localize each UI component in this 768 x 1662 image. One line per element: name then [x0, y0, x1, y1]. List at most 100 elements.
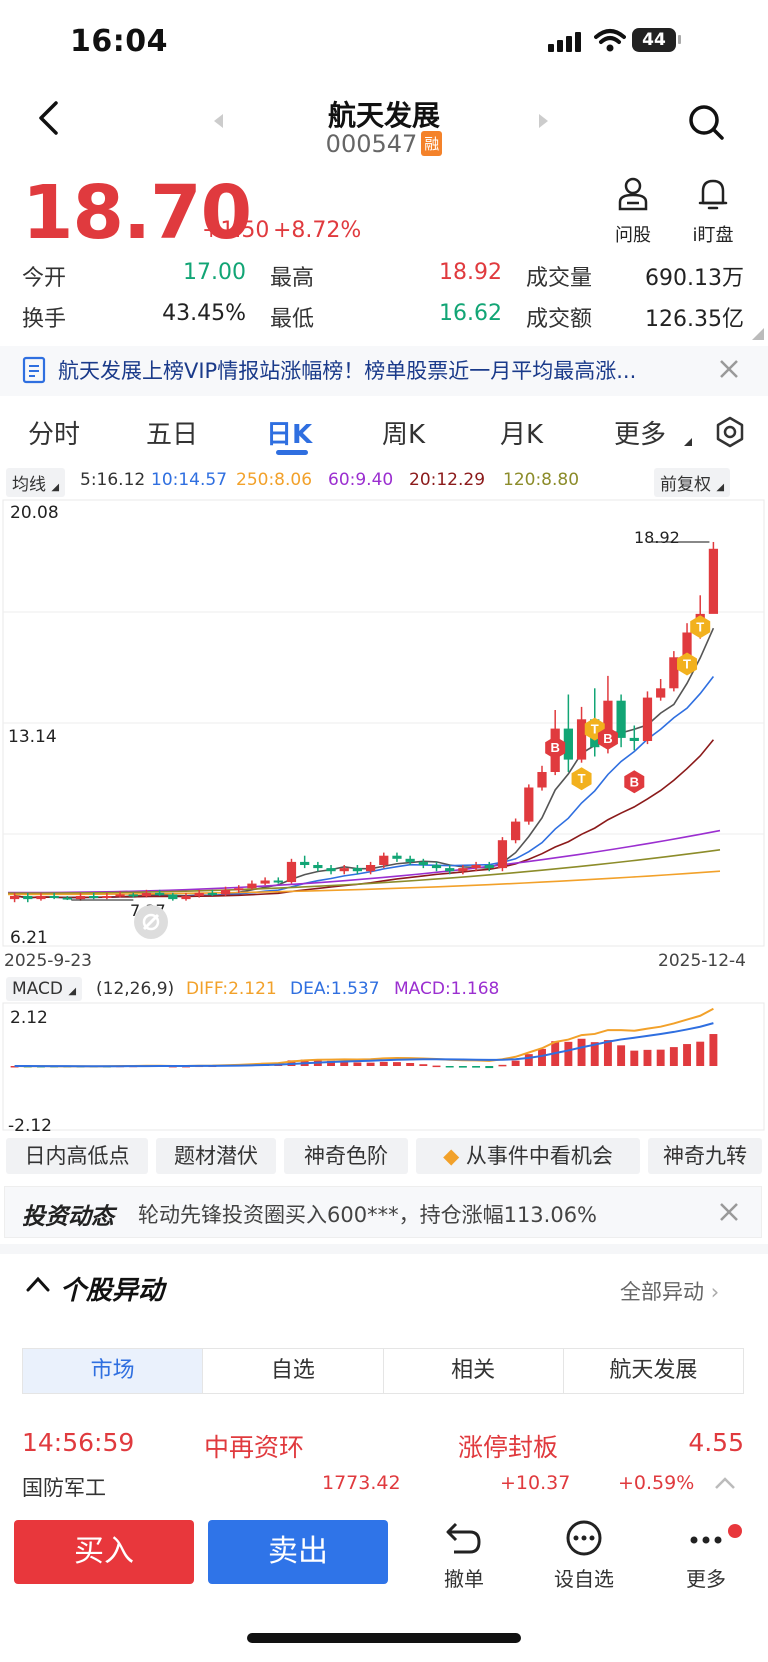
- ma-selector-label: 均线: [12, 475, 46, 495]
- candle: [471, 865, 481, 869]
- date-start: 2025-9-23: [4, 951, 92, 971]
- candle: [563, 728, 573, 760]
- candle: [682, 632, 692, 658]
- macd-bar: [669, 1047, 678, 1066]
- macd-bar: [590, 1042, 599, 1066]
- tab-more[interactable]: 更多: [614, 420, 667, 450]
- sector-value: 1773.42: [322, 1472, 401, 1494]
- high-value: 18.92: [439, 260, 502, 285]
- buy-signal-icon: [597, 726, 618, 750]
- tab-monthly-k[interactable]: 月K: [500, 420, 544, 450]
- segment-watchlist[interactable]: 自选: [203, 1349, 384, 1393]
- more-button[interactable]: 更多: [666, 1520, 746, 1592]
- news-bar[interactable]: [0, 346, 768, 396]
- tab-intraday[interactable]: 分时: [28, 420, 81, 450]
- sell-signal-icon: [690, 615, 711, 639]
- macd-chart[interactable]: [0, 1002, 768, 1132]
- tool-theme-ambush[interactable]: 题材潜伏: [156, 1138, 276, 1174]
- tool-intraday-highlow[interactable]: 日内高低点: [6, 1138, 148, 1174]
- stock-code: 000547: [325, 130, 418, 158]
- stock-name: 航天发展: [327, 99, 440, 132]
- tool-magic-color[interactable]: 神奇色阶: [284, 1138, 408, 1174]
- candle: [642, 697, 653, 741]
- ma120-line: [7, 849, 721, 895]
- candle: [352, 868, 363, 872]
- date-end: 2025-12-4: [658, 951, 746, 971]
- macd-y-min: -2.12: [8, 1116, 52, 1136]
- ask-stock-button[interactable]: 问股: [598, 176, 668, 247]
- macd-bar: [643, 1049, 652, 1066]
- candle: [247, 883, 257, 889]
- signal-letter: T: [578, 771, 586, 786]
- anomaly-time: 14:56:59: [22, 1428, 135, 1457]
- undo-icon: [446, 1522, 481, 1554]
- ma60-value: 60:9.40: [328, 470, 394, 490]
- sector-name[interactable]: 国防军工: [22, 1476, 106, 1500]
- tab-weekly-k[interactable]: 周K: [382, 420, 426, 450]
- ma250-value: 250:8.06: [236, 470, 313, 490]
- candle: [524, 787, 534, 822]
- anomaly-stock[interactable]: 中再资环: [204, 1433, 305, 1462]
- cancel-order-button[interactable]: 撤单: [424, 1520, 504, 1592]
- segment-stock[interactable]: 航天发展: [609, 1358, 698, 1383]
- candle: [326, 868, 336, 872]
- y-axis-mid: 13.14: [8, 727, 57, 747]
- candle: [220, 889, 231, 895]
- macd-bar: [379, 1061, 388, 1066]
- ma60-line: [7, 829, 721, 894]
- back-icon[interactable]: [36, 100, 62, 136]
- sell-signal-icon: [571, 767, 592, 791]
- macd-bar: [656, 1049, 665, 1066]
- ma5-line: [14, 627, 715, 899]
- macd-y-max: 2.12: [10, 1008, 48, 1028]
- candle: [313, 865, 323, 869]
- ma-selector[interactable]: 均线 ◢: [6, 468, 66, 497]
- eye-off-icon[interactable]: [133, 904, 169, 940]
- candle: [75, 896, 86, 900]
- chevron-up-icon[interactable]: [26, 1276, 50, 1292]
- notification-dot: [728, 1524, 742, 1538]
- news-text[interactable]: 航天发展上榜VIP情报站涨幅榜！榜单股票近一月平均最高涨...: [58, 359, 637, 383]
- candle: [260, 880, 270, 884]
- all-anomaly-link[interactable]: 全部异动 ›: [620, 1276, 719, 1306]
- segment-market[interactable]: 市场: [23, 1349, 204, 1393]
- dea-line: [14, 1022, 714, 1068]
- settings-icon[interactable]: [714, 416, 746, 448]
- cancel-order-label: 撤单: [444, 1567, 484, 1591]
- macd-selector-label: MACD: [12, 979, 63, 999]
- candle: [207, 892, 217, 895]
- adjust-selector[interactable]: 前复权 ◢: [654, 468, 731, 497]
- close-icon[interactable]: [718, 358, 740, 380]
- close-icon[interactable]: [718, 1201, 740, 1223]
- investment-label: 投资动态: [22, 1204, 114, 1230]
- macd-bar: [538, 1048, 546, 1066]
- adjust-label: 前复权: [660, 475, 711, 495]
- ma120-value: 120:8.80: [503, 470, 580, 490]
- buy-signal-icon: [624, 770, 645, 794]
- candle: [62, 897, 72, 900]
- macd-bar: [577, 1038, 586, 1066]
- expand-corner-icon[interactable]: [752, 328, 764, 340]
- candle: [576, 719, 587, 760]
- buy-button[interactable]: 买入: [14, 1520, 194, 1584]
- investment-bar[interactable]: [4, 1186, 762, 1238]
- tool-event-opportunity[interactable]: ◆ 从事件中看机会: [416, 1138, 640, 1174]
- candle: [511, 821, 521, 841]
- tool-magic-nine[interactable]: 神奇九转: [648, 1138, 762, 1174]
- candle: [431, 865, 442, 869]
- tab-five-day[interactable]: 五日: [146, 420, 199, 450]
- signal-letter: B: [550, 740, 559, 755]
- macd-selector[interactable]: MACD ◢: [6, 977, 83, 1001]
- watch-button[interactable]: i盯盘: [678, 176, 748, 247]
- prev-stock-icon[interactable]: [214, 114, 224, 128]
- search-icon[interactable]: [688, 104, 726, 142]
- chevron-up-icon[interactable]: [714, 1476, 736, 1490]
- segment-related[interactable]: 相关: [384, 1349, 564, 1393]
- investment-text[interactable]: 轮动先锋投资圈买入600***，持仓涨幅113.06%: [138, 1203, 598, 1227]
- sell-button[interactable]: 卖出: [208, 1520, 388, 1584]
- chevron-right-icon: ›: [710, 1280, 720, 1304]
- add-watchlist-button[interactable]: 设自选: [544, 1520, 624, 1592]
- tab-daily-k[interactable]: 日K: [266, 420, 313, 450]
- next-stock-icon[interactable]: [538, 114, 548, 128]
